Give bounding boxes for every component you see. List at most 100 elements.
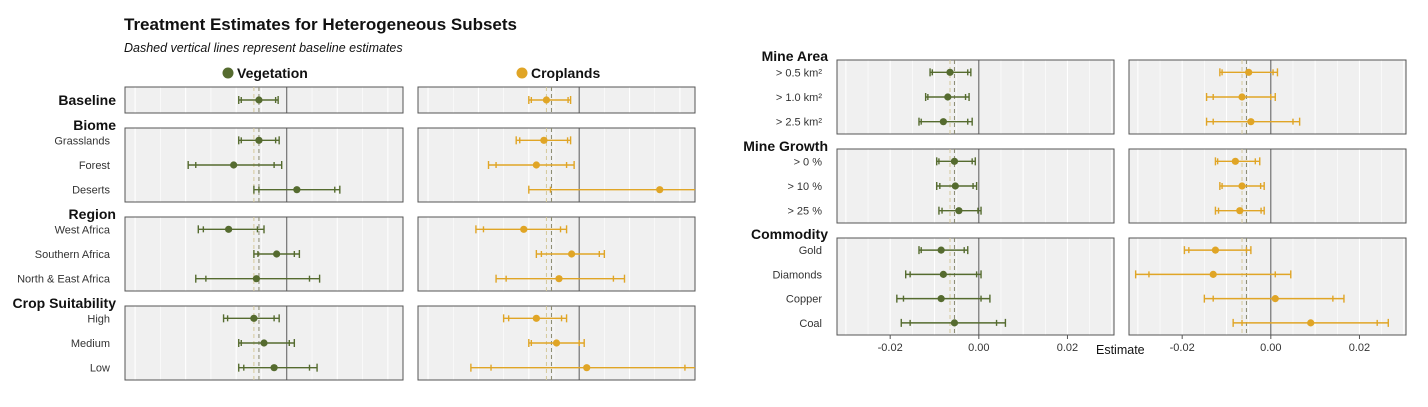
point-estimate (542, 96, 551, 104)
point-estimate (532, 161, 540, 169)
row-label-0-5-km: > 0.5 km² (776, 67, 822, 79)
row-label-2-5-km: > 2.5 km² (776, 117, 822, 129)
point-estimate (937, 246, 945, 254)
estimate-croplands-grasslands (515, 136, 572, 145)
panel-region-vegetation (124, 216, 404, 292)
point-estimate (1307, 319, 1315, 327)
x-tick-label: -0.02 (1170, 342, 1195, 354)
estimate-vegetation-0-5-km (929, 68, 972, 77)
estimate-vegetation-10 (936, 182, 978, 190)
chart-title: Treatment Estimates for Heterogeneous Su… (124, 15, 517, 34)
panel-mine-growth-croplands (1128, 148, 1407, 224)
estimate-croplands-medium (528, 339, 585, 347)
panel-crop-suitability-croplands (417, 305, 696, 381)
point-estimate (250, 314, 258, 322)
group-label-mine-area: Mine Area (762, 48, 829, 64)
estimate-croplands-10 (1219, 182, 1265, 190)
estimate-vegetation-north-east-africa (195, 274, 321, 283)
panel-background (836, 237, 1115, 336)
group-label-commodity: Commodity (751, 226, 828, 242)
point-estimate (540, 136, 548, 144)
point-estimate (1209, 270, 1217, 278)
row-label-gold: Gold (799, 245, 822, 257)
point-estimate (1231, 157, 1239, 165)
panel-mine-area-vegetation (836, 59, 1115, 135)
estimate-vegetation-0 (936, 157, 976, 166)
estimate-vegetation-25 (938, 206, 982, 215)
estimate-croplands-west-africa (475, 225, 568, 234)
estimate-croplands-baseline (528, 96, 572, 104)
estimate-vegetation-low (238, 363, 318, 372)
point-estimate (951, 182, 959, 190)
point-estimate (293, 186, 301, 194)
panel-background (836, 59, 1115, 135)
estimate-croplands-deserts (528, 185, 695, 194)
point-estimate (946, 68, 954, 76)
point-estimate (944, 93, 952, 101)
row-label-grasslands: Grasslands (54, 135, 110, 147)
panel-commodity-vegetation (836, 237, 1115, 336)
panel-baseline-croplands (417, 86, 696, 114)
chart-subtitle: Dashed vertical lines represent baseline… (124, 41, 403, 55)
row-label-west-africa: West Africa (55, 224, 111, 236)
point-estimate (1236, 207, 1244, 215)
group-label-baseline: Baseline (58, 92, 116, 108)
estimate-vegetation-southern-africa (253, 250, 301, 258)
point-estimate (252, 275, 261, 283)
estimate-croplands-low (470, 363, 695, 372)
point-estimate (939, 118, 947, 126)
point-estimate (273, 250, 281, 258)
estimate-vegetation-baseline (238, 96, 279, 104)
row-label-medium: Medium (71, 338, 110, 350)
estimate-croplands-north-east-africa (495, 274, 626, 283)
point-estimate (230, 161, 238, 169)
row-label-25: > 25 % (787, 206, 822, 218)
estimate-croplands-forest (487, 161, 575, 169)
group-label-biome: Biome (73, 117, 116, 133)
point-estimate (937, 295, 945, 303)
point-estimate (656, 186, 664, 194)
estimate-croplands-25 (1214, 206, 1265, 215)
legend-label-croplands: Croplands (531, 65, 600, 81)
point-estimate (583, 364, 591, 372)
row-label-0: > 0 % (794, 156, 823, 168)
point-estimate (255, 96, 263, 104)
row-label-low: Low (90, 363, 110, 375)
row-label-high: High (87, 313, 110, 325)
point-estimate (1238, 93, 1246, 101)
point-estimate (260, 339, 268, 347)
estimate-croplands-diamonds (1134, 270, 1292, 279)
point-estimate (532, 314, 540, 322)
legend-marker-croplands (516, 67, 528, 79)
point-estimate (1245, 68, 1253, 76)
estimate-croplands-copper (1203, 294, 1345, 303)
point-estimate (1247, 118, 1255, 126)
estimate-croplands-gold (1183, 246, 1252, 255)
row-label-forest: Forest (79, 160, 110, 172)
estimate-vegetation-gold (918, 246, 969, 255)
point-estimate (552, 339, 561, 347)
point-estimate (270, 364, 278, 372)
plot-area: Baseline Biome Grasslands Forest Deserts Regi… (13, 48, 1407, 381)
point-estimate (950, 157, 959, 165)
row-label-southern-africa: Southern Africa (35, 249, 111, 261)
point-estimate (1238, 182, 1246, 190)
point-estimate (568, 250, 576, 258)
point-estimate (1211, 246, 1220, 254)
point-estimate (950, 319, 959, 327)
row-label-copper: Copper (786, 294, 822, 306)
x-tick-label: 0.00 (1260, 342, 1281, 354)
estimate-vegetation-west-africa (197, 225, 265, 234)
panel-crop-suitability-vegetation (124, 305, 404, 381)
estimate-vegetation-2-5-km (918, 117, 973, 126)
x-axis-title: Estimate (1096, 343, 1145, 357)
x-tick-label: 0.02 (1349, 342, 1370, 354)
legend-marker-vegetation (222, 67, 234, 79)
point-estimate (225, 225, 233, 233)
panel-background (1128, 237, 1407, 336)
row-label-deserts: Deserts (72, 185, 110, 197)
point-estimate (939, 270, 947, 278)
estimate-vegetation-grasslands (238, 136, 280, 145)
panel-commodity-croplands (1128, 237, 1407, 336)
estimate-croplands-0-5-km (1219, 68, 1279, 77)
